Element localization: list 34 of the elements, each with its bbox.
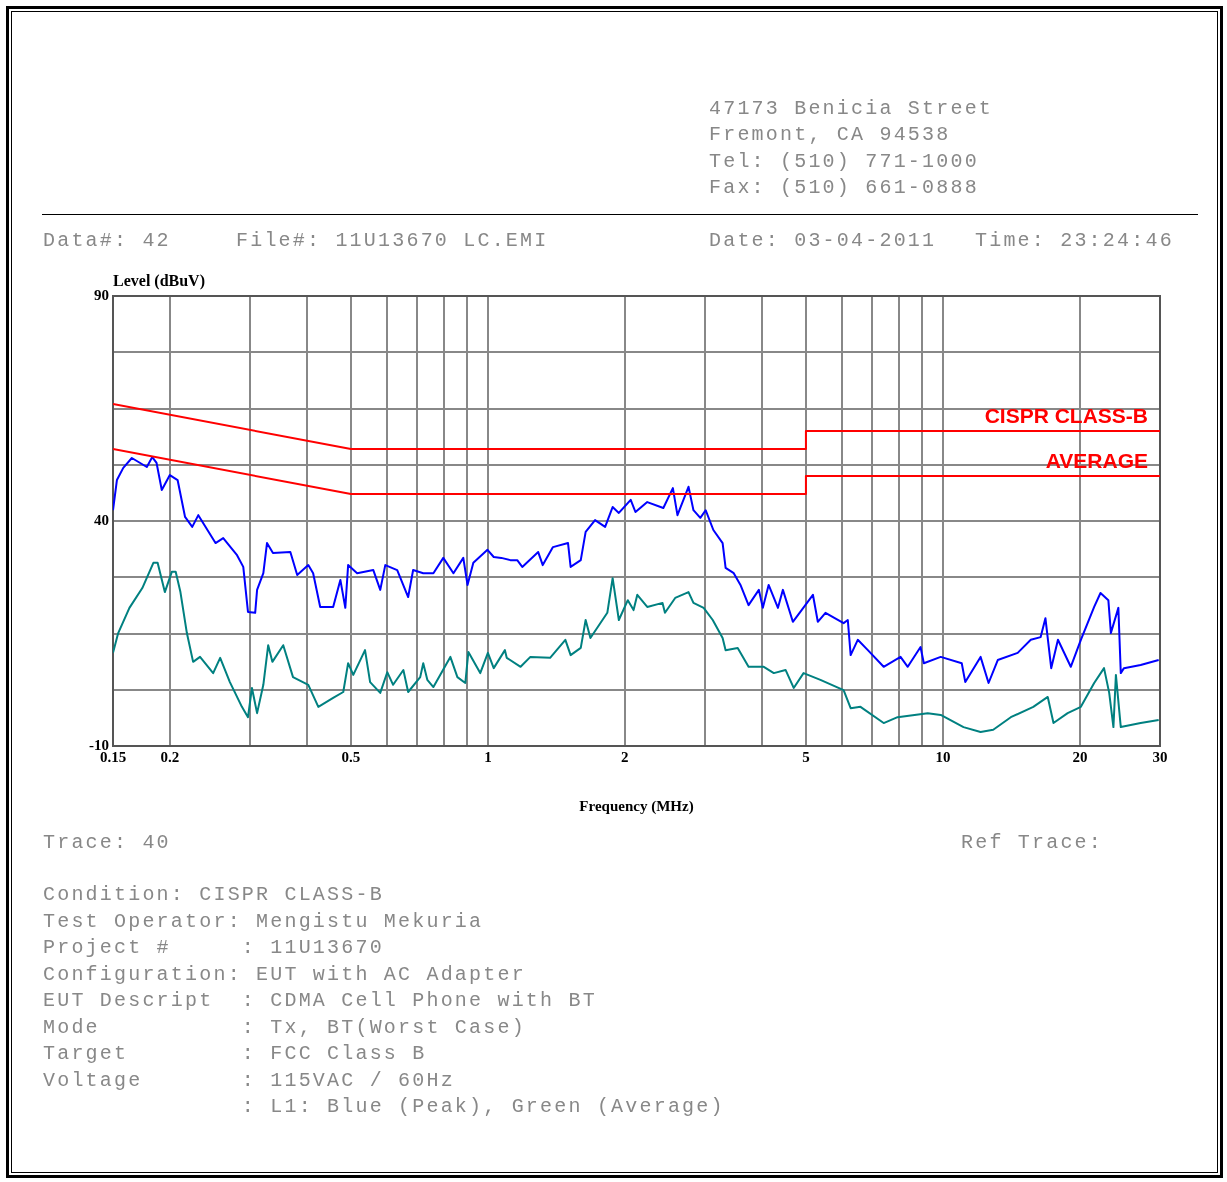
y-tick-label: -10 <box>89 736 109 753</box>
series-label: AVERAGE <box>1045 449 1148 473</box>
text: Condition: CISPR CLASS-B <box>43 883 384 906</box>
x-tick-label: 5 <box>802 748 810 765</box>
x-tick-label: 10 <box>935 748 951 765</box>
y-tick-label: 40 <box>94 511 109 528</box>
text: File#: 11U13670 LC.EMI <box>236 229 549 252</box>
text: Data#: 42 <box>43 229 171 252</box>
text: Test Operator: Mengistu Mekuria <box>43 909 484 933</box>
text: Mode : Tx, BT(Worst Case) <box>43 1015 526 1039</box>
text: 47173 Benicia Street <box>709 97 994 120</box>
text: Time: 23:24:46 <box>975 229 1174 252</box>
text: Target : FCC Class B <box>43 1042 427 1065</box>
x-tick-label: 1 <box>484 748 492 765</box>
x-tick-label: 0.2 <box>160 748 180 765</box>
x-tick-label: 30 <box>1152 748 1168 765</box>
series-label: CISPR CLASS-B <box>984 404 1148 428</box>
x-axis-title: Frequency (MHz) <box>579 797 694 815</box>
text: Configuration: EUT with AC Adapter <box>43 962 526 986</box>
text: Fremont, CA 94538 <box>709 123 951 146</box>
text: Voltage : 115VAC / 60Hz <box>43 1068 455 1092</box>
text: Date: 03-04-2011 <box>709 229 937 252</box>
text: Ref Trace: <box>961 831 1104 854</box>
text: Fax: (510) 661-0888 <box>709 176 979 199</box>
y-tick-label: 90 <box>94 286 109 303</box>
y-axis-title: Level (dBuV) <box>113 272 205 291</box>
x-tick-label: 0.5 <box>341 748 361 765</box>
text: : L1: Blue (Peak), Green (Average) <box>240 1095 725 1118</box>
text: Project # : 11U13670 <box>43 936 384 959</box>
text: EUT Descript : CDMA Cell Phone with BT <box>43 989 597 1012</box>
x-tick-label: 20 <box>1072 748 1088 765</box>
text: Trace: 40 <box>43 831 171 854</box>
text: Tel: (510) 771-1000 <box>709 150 979 173</box>
x-tick-label: 2 <box>621 748 629 765</box>
